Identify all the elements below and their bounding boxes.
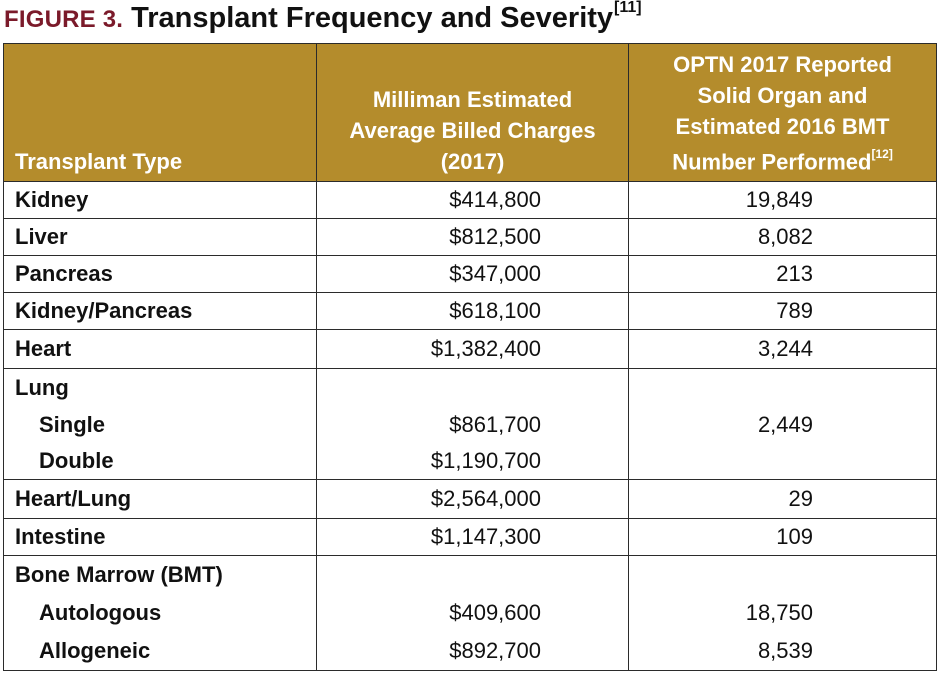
header-count-line: Solid Organ and: [697, 82, 868, 108]
row-type: Heart/Lung: [3, 479, 317, 519]
table-row: Heart/Lung $2,564,000 29: [3, 479, 937, 519]
figure-label: FIGURE 3.: [4, 6, 124, 33]
header-count-line: OPTN 2017 Reported: [673, 51, 892, 77]
figure-title-main: Transplant Frequency and Severity: [131, 2, 614, 34]
table-row: Double $1,190,700: [3, 443, 937, 480]
row-charges: $414,800: [316, 181, 629, 219]
row-count: 29: [628, 479, 937, 519]
row-charges: $1,190,700: [316, 443, 629, 480]
row-count: 18,750: [628, 594, 937, 632]
header-count-line: Estimated 2016 BMT: [675, 113, 890, 139]
table-header-row: Transplant Type Milliman Estimated Avera…: [3, 43, 937, 182]
row-charges: $1,382,400: [316, 329, 629, 369]
row-count: [628, 443, 937, 480]
row-charges: [316, 555, 629, 594]
row-type: Kidney: [3, 181, 317, 219]
table-row: Kidney $414,800 19,849: [3, 181, 937, 219]
table-row-group-header: Bone Marrow (BMT): [3, 555, 937, 594]
row-charges: $2,564,000: [316, 479, 629, 519]
row-count: 8,082: [628, 218, 937, 256]
row-charges: $892,700: [316, 632, 629, 671]
table-row: Heart $1,382,400 3,244: [3, 329, 937, 369]
header-charges-line: Average Billed Charges: [349, 118, 596, 143]
row-count: [628, 555, 937, 594]
row-charges: $861,700: [316, 407, 629, 443]
table-row-group-header: Lung: [3, 368, 937, 407]
row-type: Autologous: [3, 594, 317, 632]
header-count-reference: [12]: [871, 146, 893, 161]
table-row: Allogeneic $892,700 8,539: [3, 632, 937, 671]
row-count: 789: [628, 292, 937, 330]
header-charges-line: Milliman Estimated: [372, 87, 573, 112]
figure-title-text: Transplant Frequency and Severity[11]: [131, 0, 642, 35]
row-charges: $812,500: [316, 218, 629, 256]
row-count: 109: [628, 518, 937, 556]
row-charges: $347,000: [316, 255, 629, 293]
header-count-line: Number Performed: [672, 149, 872, 174]
header-billed-charges: Milliman Estimated Average Billed Charge…: [316, 43, 629, 182]
row-charges: $409,600: [316, 594, 629, 632]
header-charges-line: (2017): [440, 149, 505, 174]
row-count: 8,539: [628, 632, 937, 671]
row-charges: [316, 368, 629, 407]
row-type: Intestine: [3, 518, 317, 556]
row-count: [628, 368, 937, 407]
figure-title-reference: [11]: [614, 0, 642, 17]
row-type: Bone Marrow (BMT): [3, 555, 317, 594]
figure-title: FIGURE 3. Transplant Frequency and Sever…: [4, 0, 642, 42]
table-row: Intestine $1,147,300 109: [3, 518, 937, 556]
row-type: Double: [3, 443, 317, 480]
header-transplant-type: Transplant Type: [3, 43, 317, 182]
row-count: 2,449: [628, 407, 937, 443]
row-type: Pancreas: [3, 255, 317, 293]
row-type: Allogeneic: [3, 632, 317, 671]
row-count: 3,244: [628, 329, 937, 369]
row-count: 213: [628, 255, 937, 293]
row-count: 19,849: [628, 181, 937, 219]
row-type: Single: [3, 407, 317, 443]
table-row: Liver $812,500 8,082: [3, 218, 937, 256]
row-type: Heart: [3, 329, 317, 369]
transplant-table: Transplant Type Milliman Estimated Avera…: [3, 43, 937, 671]
row-charges: $1,147,300: [316, 518, 629, 556]
row-type: Liver: [3, 218, 317, 256]
header-number-performed: OPTN 2017 Reported Solid Organ and Estim…: [628, 43, 937, 182]
table-row: Kidney/Pancreas $618,100 789: [3, 292, 937, 330]
row-charges: $618,100: [316, 292, 629, 330]
row-type: Lung: [3, 368, 317, 407]
table-row: Single $861,700 2,449: [3, 407, 937, 443]
table-row: Pancreas $347,000 213: [3, 255, 937, 293]
table-row: Autologous $409,600 18,750: [3, 594, 937, 632]
row-type: Kidney/Pancreas: [3, 292, 317, 330]
